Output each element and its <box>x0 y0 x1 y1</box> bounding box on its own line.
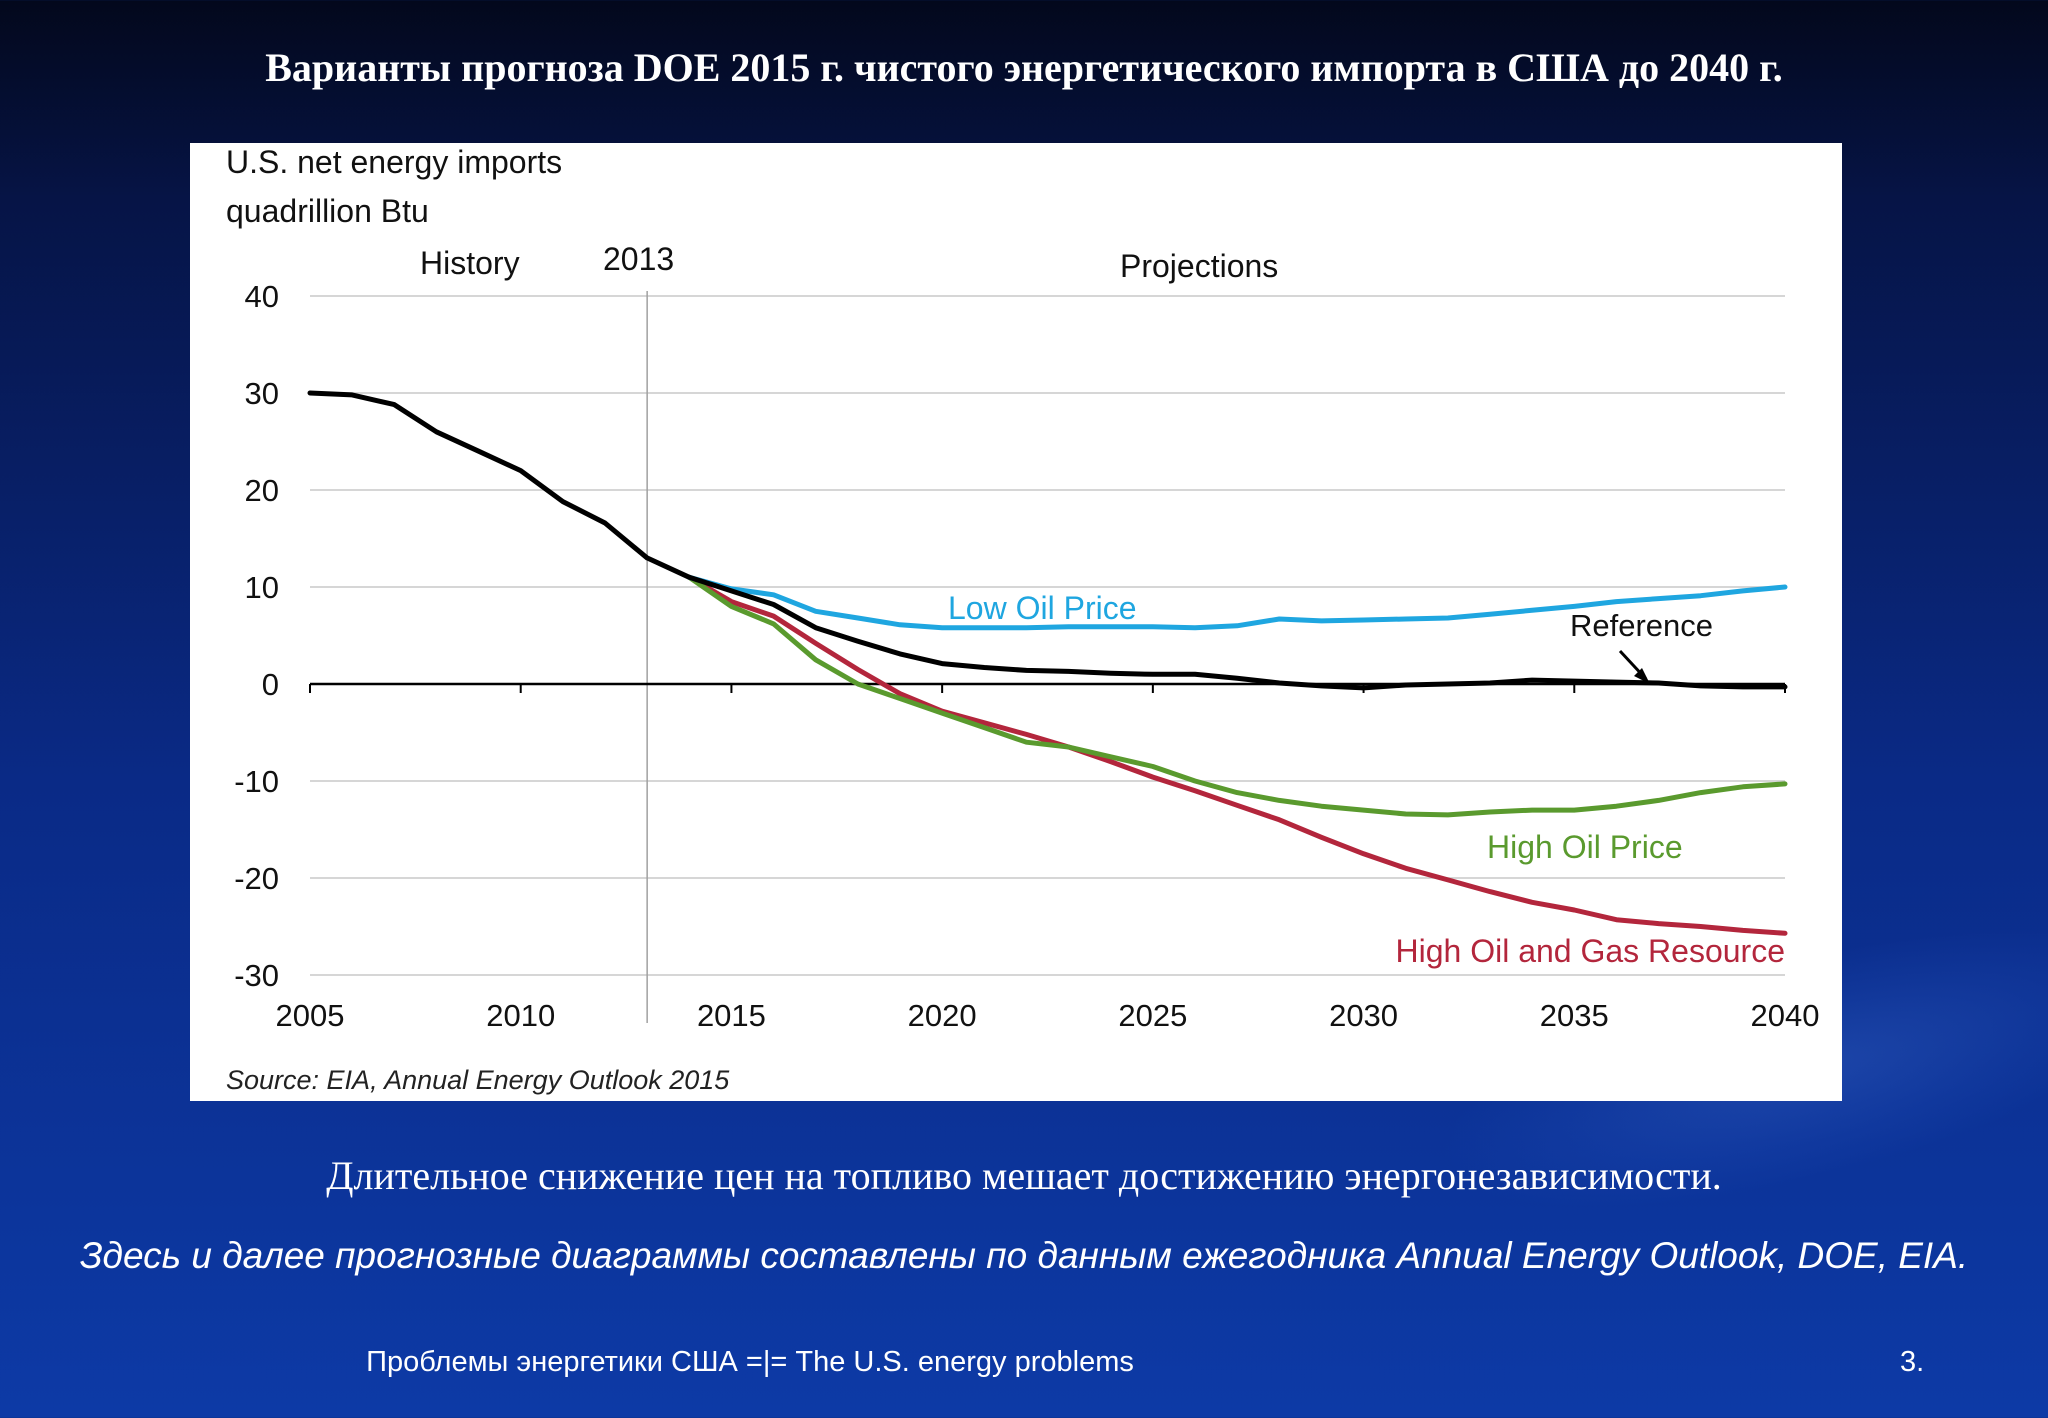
source-note: Source: EIA, Annual Energy Outlook 2015 <box>226 1065 730 1095</box>
chart-panel: 40 30 20 10 0 -10 -20 -30 2005 2010 2015 2020 2025 20… <box>190 143 1842 1101</box>
series-label-high-oil-gas-resource: High Oil and Gas Resource <box>1395 933 1785 969</box>
x-tick-label: 2010 <box>486 998 555 1033</box>
series-line-high-oil <box>686 574 1788 818</box>
y-tick-label: 10 <box>245 570 279 605</box>
grid-lines <box>310 295 1785 976</box>
y-tick-label: 20 <box>245 473 279 508</box>
x-tick-label: 2020 <box>908 998 977 1033</box>
x-tick-label: 2040 <box>1751 998 1820 1033</box>
divider-year-label: 2013 <box>603 241 674 277</box>
y-tick-label: -30 <box>234 958 279 993</box>
y-tick-label: 30 <box>245 376 279 411</box>
x-tick-label: 2015 <box>697 998 766 1033</box>
series-label-high-oil-price: High Oil Price <box>1487 829 1683 865</box>
series-line-high-resource <box>686 574 1788 936</box>
x-tick-label: 2005 <box>276 998 345 1033</box>
series-line-reference <box>307 390 1788 691</box>
slide-footer: Проблемы энергетики США =|= The U.S. ene… <box>366 1346 1134 1378</box>
slide-caption: Длительное снижение цен на топливо мешае… <box>326 1153 1722 1198</box>
x-tick-label: 2030 <box>1329 998 1398 1033</box>
slide-note: Здесь и далее прогнозные диаграммы соста… <box>79 1235 1969 1276</box>
x-tick-label: 2035 <box>1540 998 1609 1033</box>
series-label-reference: Reference <box>1570 608 1713 643</box>
chart-title-line2: quadrillion Btu <box>226 193 429 229</box>
page-number: 3. <box>1900 1346 1925 1378</box>
x-axis <box>309 682 1786 693</box>
x-tick-label: 2025 <box>1118 998 1187 1033</box>
y-tick-label: 40 <box>245 279 279 314</box>
projections-label: Projections <box>1120 248 1278 284</box>
y-tick-label: 0 <box>262 667 279 702</box>
series-label-low-oil-price: Low Oil Price <box>948 590 1137 626</box>
reference-pointer-arrowhead <box>1634 668 1650 684</box>
chart-title-line1: U.S. net energy imports <box>226 144 562 180</box>
history-label: History <box>420 245 520 281</box>
slide-title: Варианты прогноза DOE 2015 г. чистого эн… <box>265 45 1783 90</box>
series-line-low-oil <box>686 574 1788 631</box>
y-tick-label: -20 <box>234 861 279 896</box>
series-lines <box>307 390 1788 936</box>
y-tick-label: -10 <box>234 764 279 799</box>
